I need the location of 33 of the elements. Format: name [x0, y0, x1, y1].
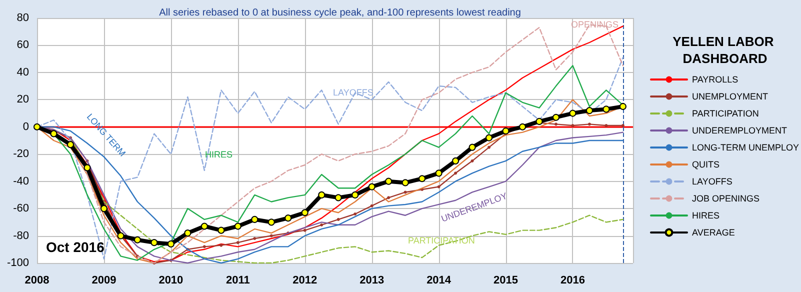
legend-label: PAYROLLS	[692, 74, 738, 84]
y-tick-label: 80	[16, 12, 29, 24]
x-tick-label: 2014	[426, 274, 452, 286]
y-tick-label: -80	[13, 230, 29, 242]
y-tick-label: 0	[22, 120, 29, 133]
y-tick-label: -20	[13, 148, 29, 160]
legend-title: YELLEN LABOR DASHBOARD	[672, 34, 778, 66]
y-tick-label: -40	[13, 175, 29, 188]
annotation: HIRES	[205, 150, 233, 160]
annotation: Oct 2016	[46, 239, 105, 255]
chart-title: All series rebased to 0 at business cycle peak, and-100 represents lowest reading	[159, 8, 521, 18]
y-tick-label: -100	[6, 257, 29, 269]
x-tick-label: 2011	[226, 274, 250, 286]
x-tick-label: 2015	[494, 274, 518, 286]
legend-label: QUITS	[692, 160, 720, 170]
x-tick-label: 2009	[92, 274, 116, 286]
x-tick-label: 2016	[560, 274, 585, 286]
legend-label: HIRES	[692, 210, 720, 220]
legend-label: LONG-TERM UNEMPLOY	[692, 142, 800, 152]
legend-label: AVERAGE	[692, 228, 735, 238]
x-tick-label: 2012	[292, 274, 318, 286]
legend-label: PARTICIPATION	[692, 108, 759, 118]
y-tick-label: 20	[16, 94, 29, 106]
legend-label: LAYOFFS	[692, 176, 732, 186]
x-tick-label: 2008	[24, 274, 50, 286]
x-tick-label: 2010	[158, 274, 184, 286]
y-tick-label: 40	[16, 66, 29, 78]
y-tick-label: 60	[16, 39, 29, 52]
legend-label: JOB OPENINGS	[692, 194, 760, 204]
y-tick-label: -60	[13, 202, 29, 215]
legend-label: UNEMPLOYMENT	[692, 92, 769, 102]
x-tick-label: 2013	[360, 274, 384, 286]
legend-label: UNDEREMPLOYMENT	[692, 126, 788, 136]
